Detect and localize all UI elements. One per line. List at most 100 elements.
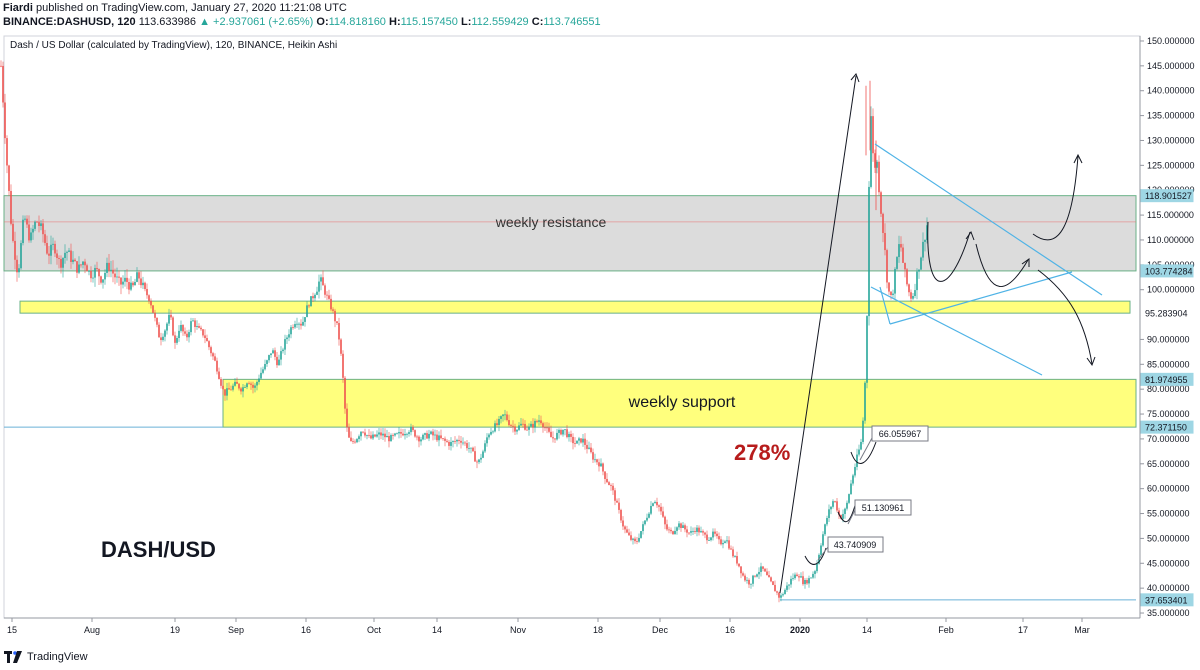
price-axis-label-bg [1140, 306, 1194, 320]
x-tick-label: 15 [7, 625, 17, 635]
candle-body [734, 556, 736, 557]
candle-body [354, 441, 356, 443]
candle-body [258, 378, 260, 382]
zone-label-resistance: weekly resistance [495, 214, 607, 230]
candle-body [534, 420, 536, 428]
candle-body [234, 381, 236, 386]
candle-body [798, 576, 800, 578]
candle-body [318, 281, 320, 292]
time-axis[interactable]: 15 Aug 19 Sep 16 Oct 14 Nov 18 Dec 16 2020 14 Feb 17 Ma… [4, 617, 1140, 635]
price-axis-label: 72.371150 [1145, 423, 1187, 433]
candle-body [538, 420, 540, 422]
candle-body [590, 447, 592, 453]
price-axis-label-bg [1140, 593, 1194, 607]
candle-body [868, 186, 870, 317]
candle-body [864, 382, 866, 421]
price-chart[interactable]: Dash / US Dollar (calculated by TradingV… [0, 32, 1200, 644]
candle-body [282, 349, 284, 352]
zones-layer [3, 195, 1137, 601]
candle-body [480, 457, 482, 460]
candle-body [66, 251, 68, 253]
y-tick-label: 125.000000 [1147, 160, 1195, 170]
projection-arrow-4 [1086, 356, 1096, 367]
candle-body [580, 438, 582, 443]
candle-body [266, 360, 268, 365]
candle-body [888, 282, 890, 292]
candle-body [460, 440, 462, 443]
candle-body [848, 494, 850, 503]
candle-body [418, 436, 420, 442]
candle-body [380, 432, 382, 436]
candle-body [924, 239, 926, 242]
candle-body [736, 556, 738, 564]
candle-body [794, 574, 796, 579]
projection-path-3 [1032, 155, 1079, 241]
candle-body [886, 250, 888, 283]
candle-body [208, 341, 210, 348]
x-tick-label: 14 [862, 625, 872, 635]
candle-body [536, 420, 538, 422]
candle-body [608, 482, 610, 486]
candle-body [622, 520, 624, 527]
candle-body [230, 389, 232, 391]
candle-body [308, 305, 310, 307]
candle-body [406, 433, 408, 435]
candle-body [240, 388, 242, 392]
y-tick-label: 55.000000 [1147, 509, 1190, 519]
candle-body [198, 326, 200, 328]
candle-body [342, 353, 344, 378]
candle-body [92, 277, 94, 279]
candle-body [700, 531, 702, 533]
y-tick-label: 65.000000 [1147, 459, 1190, 469]
candle-body [10, 190, 12, 224]
candle-body [626, 529, 628, 533]
candle-body [870, 116, 872, 187]
candle-body [448, 441, 450, 446]
candle-body [732, 549, 734, 557]
candle-body [624, 526, 626, 530]
candle-body [284, 339, 286, 350]
candle-body [544, 427, 546, 429]
projection-path-2 [975, 243, 1029, 287]
candle-body [876, 161, 878, 168]
candle-body [232, 385, 234, 390]
candle-body [558, 429, 560, 433]
x-tick-label: 19 [170, 625, 180, 635]
candle-body [320, 277, 322, 282]
candle-body [190, 321, 192, 333]
price-axis[interactable]: 150.000000 145.000000 140.000000 135.000000… [1140, 36, 1195, 618]
candle-body [262, 369, 264, 373]
candle-body [116, 276, 118, 278]
candle-body [832, 501, 834, 507]
candle-body [866, 316, 868, 383]
candle-body [452, 441, 454, 442]
candle-body [774, 584, 776, 592]
candle-body [48, 253, 50, 256]
candle-body [276, 356, 278, 366]
candle-body [290, 327, 292, 335]
candle-body [108, 262, 110, 271]
candle-body [368, 435, 370, 436]
candle-body [830, 506, 832, 510]
candle-body [692, 531, 694, 532]
symbol-info: BINANCE:DASHUSD, 120 113.633986 ▲ +2.937… [3, 16, 601, 28]
candle-body [514, 426, 516, 432]
candle-body [654, 501, 656, 504]
candle-body [136, 272, 138, 282]
callout-low: 43.740909 [817, 536, 884, 561]
candle-body [348, 427, 350, 438]
candle-body [842, 513, 844, 519]
candle-body [220, 378, 222, 386]
candle-body [4, 102, 6, 139]
candle-body [802, 576, 804, 585]
candle-body [820, 545, 822, 555]
x-tick-label: 18 [593, 625, 603, 635]
candle-body [782, 594, 784, 596]
candle-body [812, 573, 814, 578]
candle-body [188, 332, 190, 338]
candle-body [172, 317, 174, 336]
gain-annotation: 278% [734, 440, 790, 465]
candle-body [236, 381, 238, 384]
candle-body [764, 568, 766, 572]
candle-body [428, 433, 430, 439]
